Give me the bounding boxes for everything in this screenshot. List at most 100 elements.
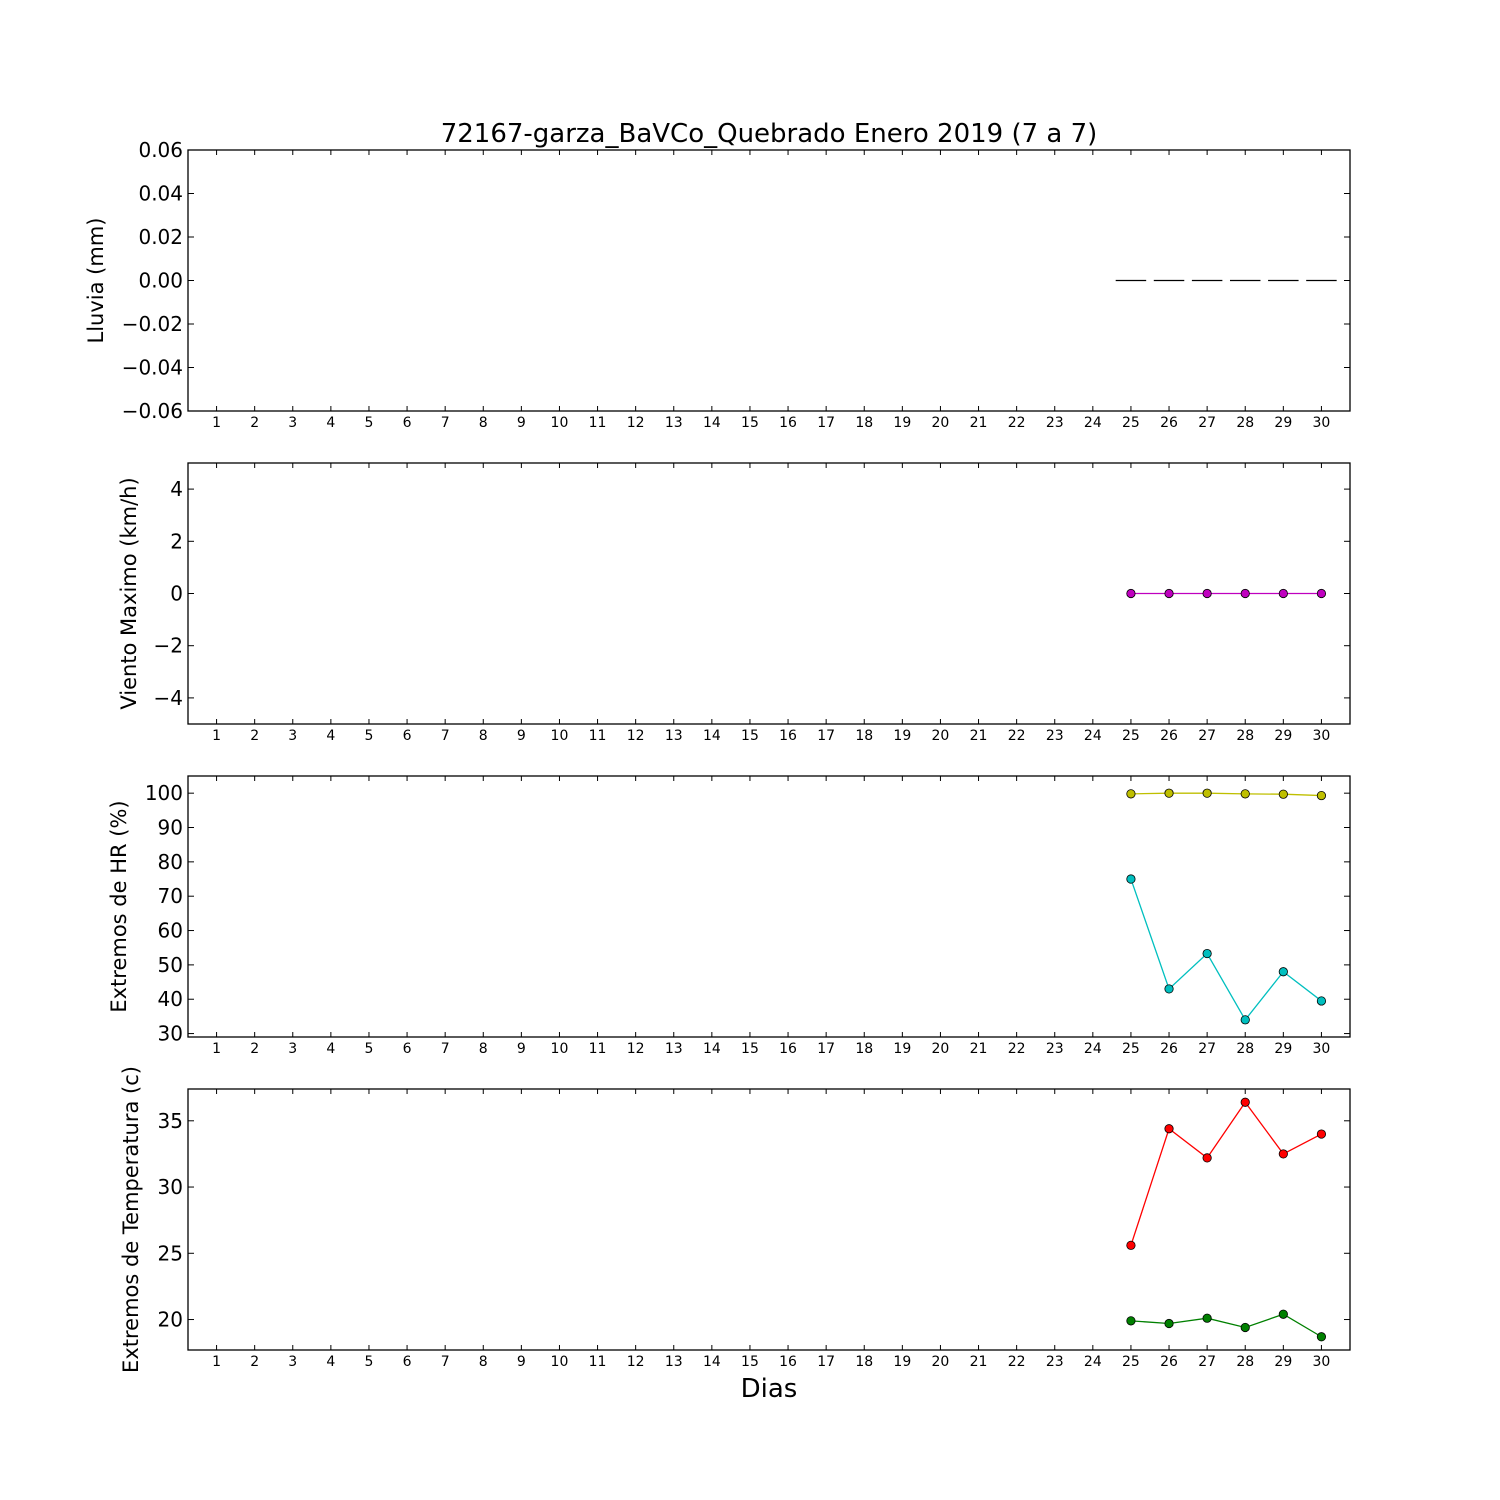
x-tick-label: 28: [1236, 1041, 1254, 1057]
x-tick-label: 13: [665, 1041, 683, 1057]
x-tick-label: 12: [627, 1354, 645, 1370]
x-tick-label: 26: [1160, 415, 1178, 431]
x-tick-label: 1: [212, 1041, 221, 1057]
x-tick-label: 24: [1084, 1354, 1102, 1370]
x-tick-label: 21: [970, 415, 988, 431]
y-tick-label: 30: [158, 1022, 183, 1046]
x-tick-label: 9: [517, 728, 526, 744]
y-axis-label: Extremos de HR (%): [107, 800, 131, 1012]
x-tick-label: 28: [1236, 415, 1254, 431]
data-point: [1240, 1015, 1250, 1025]
x-tick-label: 19: [893, 415, 911, 431]
chart-title: 72167-garza_BaVCo_Quebrado Enero 2019 (7…: [441, 119, 1098, 149]
x-tick-label: 5: [365, 1354, 374, 1370]
data-point: [1126, 1240, 1136, 1250]
y-tick-label: 0.00: [138, 269, 183, 293]
x-tick-label: 29: [1274, 1354, 1292, 1370]
x-tick-label: 25: [1122, 1041, 1140, 1057]
x-tick-label: 4: [326, 1041, 335, 1057]
x-tick-label: 5: [365, 415, 374, 431]
data-point: [1164, 788, 1174, 798]
x-tick-label: 3: [288, 1041, 297, 1057]
x-tick-label: 6: [403, 415, 412, 431]
x-tick-label: 10: [551, 1041, 569, 1057]
x-tick-label: 25: [1122, 728, 1140, 744]
x-tick-label: 26: [1160, 1041, 1178, 1057]
x-tick-label: 20: [932, 1041, 950, 1057]
data-point: [1202, 1153, 1212, 1163]
x-tick-label: 21: [970, 728, 988, 744]
x-tick-label: 11: [589, 1041, 607, 1057]
data-point: [1316, 996, 1327, 1006]
plot-frame: [187, 775, 1351, 1038]
y-tick-label: 90: [158, 816, 183, 840]
x-tick-label: 22: [1008, 1041, 1026, 1057]
data-point: [1278, 1309, 1288, 1319]
y-tick-label: 4: [170, 477, 183, 501]
x-tick-label: 26: [1160, 728, 1178, 744]
x-tick-label: 25: [1122, 1354, 1140, 1370]
data-point: [1316, 588, 1327, 599]
x-tick-label: 17: [817, 1354, 835, 1370]
data-point: [1316, 1129, 1327, 1139]
x-tick-label: 7: [441, 1354, 450, 1370]
x-tick-label: 18: [855, 728, 873, 744]
x-tick-label: 15: [741, 1354, 759, 1370]
data-point: [1278, 588, 1288, 599]
y-axis-label: Lluvia (mm): [84, 218, 108, 344]
subplot-1: 0.060.040.020.00−0.02−0.04−0.06 1 2 3 4 5 6 7 8 9…: [84, 138, 1351, 431]
x-tick-label: 24: [1084, 415, 1102, 431]
data-point: [1240, 588, 1250, 599]
x-tick-label: 8: [479, 728, 488, 744]
x-tick-label: 13: [665, 415, 683, 431]
x-tick-label: 30: [1313, 1041, 1331, 1057]
x-tick-label: 30: [1313, 728, 1331, 744]
x-tick-label: 20: [932, 1354, 950, 1370]
y-tick-label: 60: [158, 919, 183, 943]
x-tick-label: 11: [589, 415, 607, 431]
x-tick-label: 29: [1274, 728, 1292, 744]
x-tick-label: 1: [212, 728, 221, 744]
data-point: [1202, 588, 1212, 599]
data-point: [1164, 588, 1174, 599]
x-tick-label: 21: [970, 1354, 988, 1370]
y-tick-label: 0.02: [138, 225, 183, 249]
x-tick-label: 10: [551, 728, 569, 744]
y-tick-label: 25: [158, 1241, 183, 1265]
x-tick-label: 23: [1046, 728, 1064, 744]
x-tick-label: 5: [365, 1041, 374, 1057]
x-tick-label: 15: [741, 1041, 759, 1057]
x-tick-label: 23: [1046, 1041, 1064, 1057]
y-tick-label: 0: [170, 582, 183, 606]
x-tick-label: 23: [1046, 415, 1064, 431]
x-tick-label: 16: [779, 728, 797, 744]
data-point: [1202, 948, 1212, 959]
data-point: [1126, 1316, 1136, 1326]
y-tick-label: −2: [154, 634, 183, 658]
x-tick-label: 29: [1274, 1041, 1292, 1057]
x-tick-label: 8: [479, 1354, 488, 1370]
y-axis-label: Viento Maximo (km/h): [117, 477, 141, 709]
subplot-2: 420−2−41 2 3 4 5 6 7 8 9 10 11 12 13 14 15 16 17 18 19 20 21…: [117, 462, 1351, 744]
data-point: [1126, 874, 1136, 884]
x-tick-label: 16: [779, 415, 797, 431]
data-point: [1240, 1097, 1250, 1107]
y-tick-label: −0.06: [122, 399, 183, 423]
data-point: [1126, 789, 1136, 799]
x-tick-label: 16: [779, 1041, 797, 1057]
data-point: [1278, 967, 1288, 977]
y-tick-label: 2: [170, 529, 183, 553]
x-tick-label: 22: [1008, 415, 1026, 431]
x-tick-label: 22: [1008, 1354, 1026, 1370]
x-tick-label: 2: [250, 1354, 259, 1370]
x-tick-label: 13: [665, 1354, 683, 1370]
x-tick-label: 28: [1236, 728, 1254, 744]
data-point: [1164, 1318, 1174, 1329]
x-tick-label: 12: [627, 728, 645, 744]
x-tick-label: 7: [441, 415, 450, 431]
x-tick-label: 14: [703, 415, 721, 431]
x-tick-label: 9: [517, 1041, 526, 1057]
x-tick-label: 26: [1160, 1354, 1178, 1370]
